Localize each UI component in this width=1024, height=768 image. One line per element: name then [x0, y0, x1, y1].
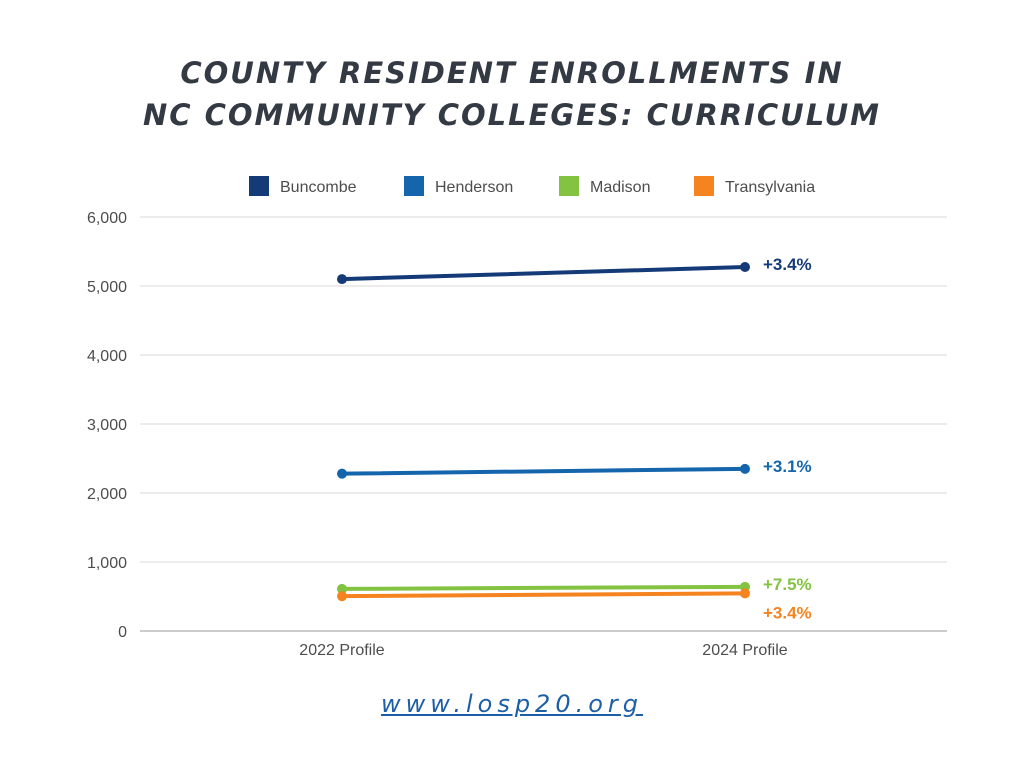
legend-swatch: [694, 176, 714, 196]
data-point: [740, 588, 750, 599]
y-tick-label: 1,000: [87, 555, 127, 572]
series-line: [340, 265, 747, 282]
chart-series: +3.4% +3.1% +7.5% +3.4%: [337, 255, 812, 622]
chart-legend: Buncombe Henderson Madison Transylvania: [249, 176, 815, 196]
y-tick-label: 6,000: [87, 210, 127, 227]
y-axis: 0 1,000 2,000 3,000 4,000 5,000 6,000: [87, 210, 127, 641]
legend-label: Buncombe: [280, 179, 357, 196]
change-label: +3.1%: [763, 457, 812, 476]
y-tick-label: 4,000: [87, 348, 127, 365]
legend-swatch: [404, 176, 424, 196]
x-axis: 2022 Profile 2024 Profile: [299, 642, 787, 659]
chart-title-line-2: NC COMMUNITY COLLEGES: CURRICULUM: [142, 98, 882, 132]
website-link[interactable]: www.losp20.org: [380, 690, 644, 718]
x-tick-label: 2022 Profile: [299, 642, 384, 659]
change-label: +3.4%: [763, 255, 812, 274]
series-line: [340, 591, 747, 599]
chart-title-line-1: COUNTY RESIDENT ENROLLMENTS IN: [180, 56, 844, 90]
data-point: [337, 468, 347, 479]
x-tick-label: 2024 Profile: [702, 642, 787, 659]
y-tick-label: 5,000: [87, 279, 127, 296]
line-chart: Buncombe Henderson Madison Transylvania 0 1,…: [87, 176, 947, 659]
y-tick-label: 3,000: [87, 417, 127, 434]
y-tick-label: 0: [118, 624, 127, 641]
series-line: [340, 584, 747, 591]
data-point: [740, 463, 750, 474]
data-point: [337, 274, 347, 285]
chart-gridlines: [140, 216, 947, 632]
series-line: [340, 466, 747, 476]
change-label: +3.4%: [763, 603, 812, 622]
legend-label: Madison: [590, 179, 650, 196]
y-tick-label: 2,000: [87, 486, 127, 503]
change-label: +7.5%: [763, 575, 812, 594]
data-point: [740, 262, 750, 273]
legend-swatch: [249, 176, 269, 196]
data-point: [337, 583, 347, 594]
legend-swatch: [559, 176, 579, 196]
data-point: [337, 591, 347, 602]
legend-label: Transylvania: [725, 179, 815, 196]
legend-label: Henderson: [435, 179, 513, 196]
